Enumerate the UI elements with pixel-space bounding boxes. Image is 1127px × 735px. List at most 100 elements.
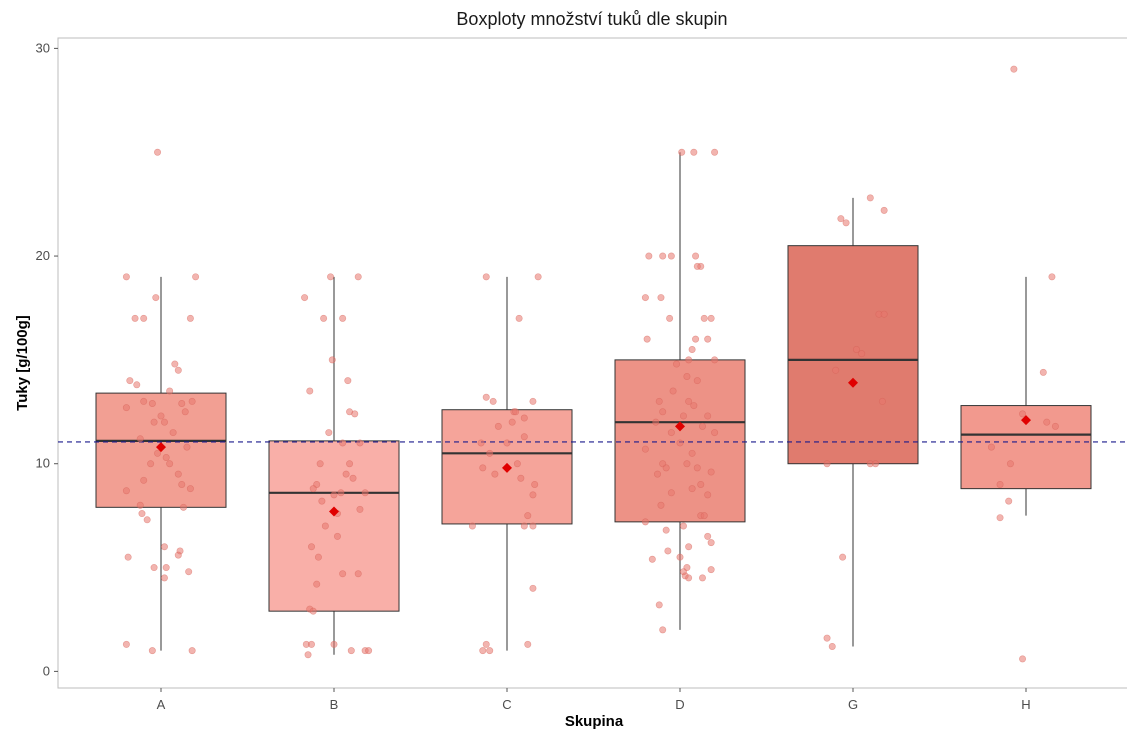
data-point	[150, 564, 158, 572]
data-point	[337, 489, 345, 497]
mean-marker	[848, 377, 858, 388]
data-point	[823, 634, 831, 642]
data-point	[468, 522, 476, 530]
data-point	[987, 443, 995, 451]
data-point	[162, 453, 170, 461]
mean-layer	[156, 377, 1031, 517]
data-point	[347, 647, 355, 655]
data-point	[136, 501, 144, 509]
data-point	[1039, 368, 1047, 376]
data-point	[320, 314, 328, 322]
data-point	[878, 397, 886, 405]
data-point	[707, 539, 715, 547]
data-point	[679, 568, 687, 576]
box-layer	[95, 152, 1092, 655]
data-point	[515, 314, 523, 322]
data-point	[688, 346, 696, 354]
data-point	[996, 514, 1004, 522]
data-point	[692, 335, 700, 343]
data-point	[837, 215, 845, 223]
data-point	[654, 470, 662, 478]
data-point	[842, 219, 850, 227]
data-point	[707, 566, 715, 574]
data-point	[659, 626, 667, 634]
data-point	[330, 491, 338, 499]
data-point	[339, 439, 347, 447]
x-tick-label: D	[675, 697, 684, 712]
data-point	[693, 262, 701, 270]
data-point	[486, 647, 494, 655]
data-point	[667, 252, 675, 260]
box-group-h	[960, 276, 1092, 516]
mean-marker	[675, 421, 685, 432]
data-point	[508, 418, 516, 426]
data-point	[344, 377, 352, 385]
data-point	[479, 464, 487, 472]
data-point	[652, 418, 660, 426]
data-point	[1043, 418, 1051, 426]
data-point	[852, 346, 860, 354]
data-point	[154, 148, 162, 156]
data-point	[503, 439, 511, 447]
data-point	[349, 474, 357, 482]
data-point	[529, 522, 537, 530]
data-point	[150, 418, 158, 426]
data-point	[178, 399, 186, 407]
data-point	[529, 491, 537, 499]
data-point	[711, 356, 719, 364]
data-point	[996, 480, 1004, 488]
data-point	[666, 314, 674, 322]
data-point	[148, 399, 156, 407]
data-point	[148, 647, 156, 655]
data-point	[482, 273, 490, 281]
data-point	[659, 252, 667, 260]
data-point	[513, 460, 521, 468]
data-point	[361, 489, 369, 497]
data-point	[520, 522, 528, 530]
data-point	[700, 314, 708, 322]
data-point	[700, 512, 708, 520]
data-point	[880, 310, 888, 318]
data-point	[839, 553, 847, 561]
data-point	[166, 460, 174, 468]
data-point	[160, 543, 168, 551]
data-point	[486, 449, 494, 457]
data-point	[122, 404, 130, 412]
data-point	[346, 460, 354, 468]
data-point	[679, 522, 687, 530]
data-point	[832, 366, 840, 374]
data-point	[356, 505, 364, 513]
data-point	[880, 206, 888, 214]
y-tick-label: 0	[43, 663, 50, 678]
data-point	[529, 397, 537, 405]
data-point	[304, 651, 312, 659]
data-point	[704, 412, 712, 420]
data-point	[140, 476, 148, 484]
data-point	[866, 194, 874, 202]
y-axis: 0 10 20 30	[36, 40, 58, 678]
data-point	[166, 387, 174, 395]
data-point	[314, 553, 322, 561]
data-point	[688, 449, 696, 457]
data-point	[174, 470, 182, 478]
data-point	[1005, 497, 1013, 505]
data-point	[308, 543, 316, 551]
data-point	[685, 543, 693, 551]
data-point	[520, 433, 528, 441]
data-point	[356, 439, 364, 447]
data-point	[328, 356, 336, 364]
data-point	[657, 294, 665, 302]
data-point	[174, 366, 182, 374]
data-point	[657, 501, 665, 509]
data-point	[169, 429, 177, 437]
data-point	[711, 148, 719, 156]
data-point	[143, 516, 151, 524]
data-point	[131, 314, 139, 322]
data-point	[858, 350, 866, 358]
data-point	[678, 148, 686, 156]
y-tick-label: 10	[36, 456, 50, 471]
data-point	[1019, 410, 1027, 418]
data-point	[524, 512, 532, 520]
data-point	[529, 584, 537, 592]
